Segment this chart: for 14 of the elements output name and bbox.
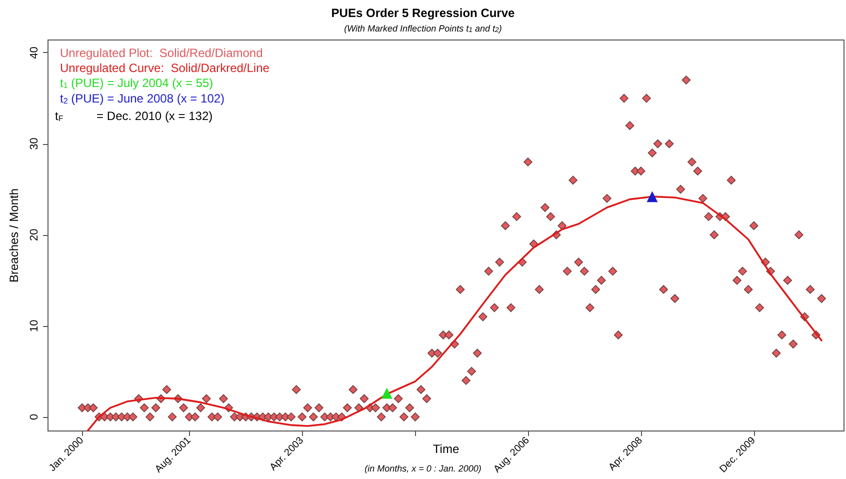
y-tick-label: 10 [28, 320, 40, 332]
text: Unregulated Curve: Solid/Darkred/Line [60, 61, 270, 75]
y-tick-label: 20 [28, 228, 40, 241]
y-axis-title: Breaches / Month [7, 188, 21, 283]
text: (in Months, x = 0 : Jan. 2000) [364, 464, 482, 474]
text: tF = Dec. 2010 (x = 132) [55, 109, 213, 123]
y-tick-label: 40 [28, 46, 40, 59]
text: t1 (PUE) = July 2004 (x = 55) [60, 76, 214, 90]
y-tick-label: 30 [28, 138, 40, 150]
chart-title: PUEs Order 5 Regression Curve [331, 6, 516, 20]
text: Unregulated Plot: Solid/Red/Diamond [60, 46, 263, 60]
y-tick-label: 0 [28, 414, 40, 420]
x-axis-title: Time [432, 442, 460, 456]
text: t2 (PUE) = June 2008 (x = 102) [60, 92, 225, 106]
